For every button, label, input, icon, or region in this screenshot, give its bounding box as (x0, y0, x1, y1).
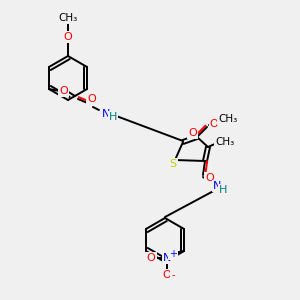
Text: N: N (102, 109, 110, 119)
Text: O: O (163, 270, 171, 280)
Text: O: O (64, 32, 72, 42)
Text: O: O (88, 94, 96, 104)
Text: H: H (219, 185, 227, 195)
Text: O: O (205, 173, 214, 183)
Text: H: H (109, 112, 117, 122)
Text: N: N (213, 181, 221, 191)
Text: +: + (169, 249, 177, 259)
Text: CH₃: CH₃ (215, 137, 235, 147)
Text: N: N (163, 253, 171, 263)
Text: -: - (171, 270, 175, 280)
Text: CH₃: CH₃ (58, 13, 78, 23)
Text: O: O (147, 253, 155, 263)
Text: O: O (60, 86, 68, 96)
Text: S: S (169, 159, 177, 169)
Text: O: O (188, 128, 197, 138)
Text: O: O (210, 119, 218, 129)
Text: CH₃: CH₃ (218, 114, 238, 124)
